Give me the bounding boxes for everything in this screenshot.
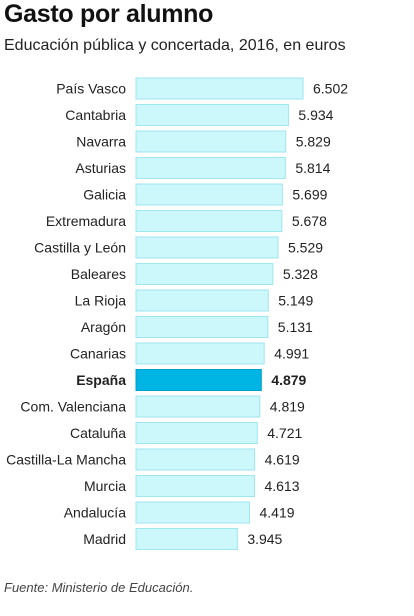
category-label-extremadura: Extremadura [46,213,126,229]
category-label-castilla-la-mancha: Castilla-La Mancha [6,452,126,468]
bar-canarias [135,342,265,365]
category-label-madrid: Madrid [83,531,126,547]
value-label-navarra: 5.829 [296,134,331,150]
bar-murcia [135,475,255,497]
bar-castilla-y-leon [135,236,279,259]
value-label-baleares: 5.328 [283,266,318,282]
value-label-aragon: 5.131 [278,319,313,335]
bar-galicia [135,183,283,206]
bar-cataluna [135,422,258,444]
value-label-galicia: 5.699 [292,187,327,203]
category-label-andalucia: Andalucía [64,505,126,521]
value-label-andalucia: 4.419 [259,505,294,521]
bar-pais-vasco [135,77,304,100]
value-label-castilla-y-leon: 5.529 [288,240,323,256]
bar-aragon [135,316,269,338]
category-label-com-valenciana: Com. Valenciana [20,399,126,415]
value-label-cataluna: 4.721 [267,425,302,441]
bar-asturias [135,157,286,179]
value-label-com-valenciana: 4.819 [270,399,305,415]
chart-title: Gasto por alumno [4,0,214,28]
category-label-baleares: Baleares [71,266,126,282]
category-label-pais-vasco: País Vasco [56,81,126,97]
value-label-cantabria: 5.934 [298,107,333,123]
bar-madrid [135,528,238,550]
bar-com-valenciana [135,395,261,418]
bar-extremadura [135,210,283,232]
value-label-madrid: 3.945 [247,531,282,547]
category-label-la-rioja: La Rioja [75,293,127,309]
bar-andalucia [135,501,250,524]
category-label-castilla-y-leon: Castilla y León [34,240,126,256]
value-label-murcia: 4.613 [264,478,299,494]
category-label-canarias: Canarias [70,346,126,362]
bar-cantabria [135,104,289,126]
bar-navarra [135,130,287,153]
chart-subtitle: Educación pública y concertada, 2016, en… [4,37,346,54]
value-label-espana: 4.879 [271,372,306,388]
value-label-canarias: 4.991 [274,346,309,362]
category-label-murcia: Murcia [84,478,126,494]
source-note: Fuente: Ministerio de Educación. [4,580,194,595]
bar-chart: País Vasco 6.502 Cantabria 5.934 Navarra 5.82… [6,77,348,550]
category-label-navarra: Navarra [76,134,126,150]
value-label-asturias: 5.814 [295,160,330,176]
value-label-la-rioja: 5.149 [278,293,313,309]
bar-espana [135,369,262,391]
category-label-asturias: Asturias [75,160,126,176]
value-label-extremadura: 5.678 [292,213,327,229]
value-label-castilla-la-mancha: 4.619 [265,452,300,468]
category-label-galicia: Galicia [83,187,126,203]
category-label-cantabria: Cantabria [65,107,126,123]
value-label-pais-vasco: 6.502 [313,81,348,97]
bar-baleares [135,263,274,285]
category-label-espana: España [76,372,126,388]
bar-la-rioja [135,289,269,312]
category-label-cataluna: Cataluña [70,425,126,441]
bar-castilla-la-mancha [135,448,256,471]
category-label-aragon: Aragón [81,319,126,335]
